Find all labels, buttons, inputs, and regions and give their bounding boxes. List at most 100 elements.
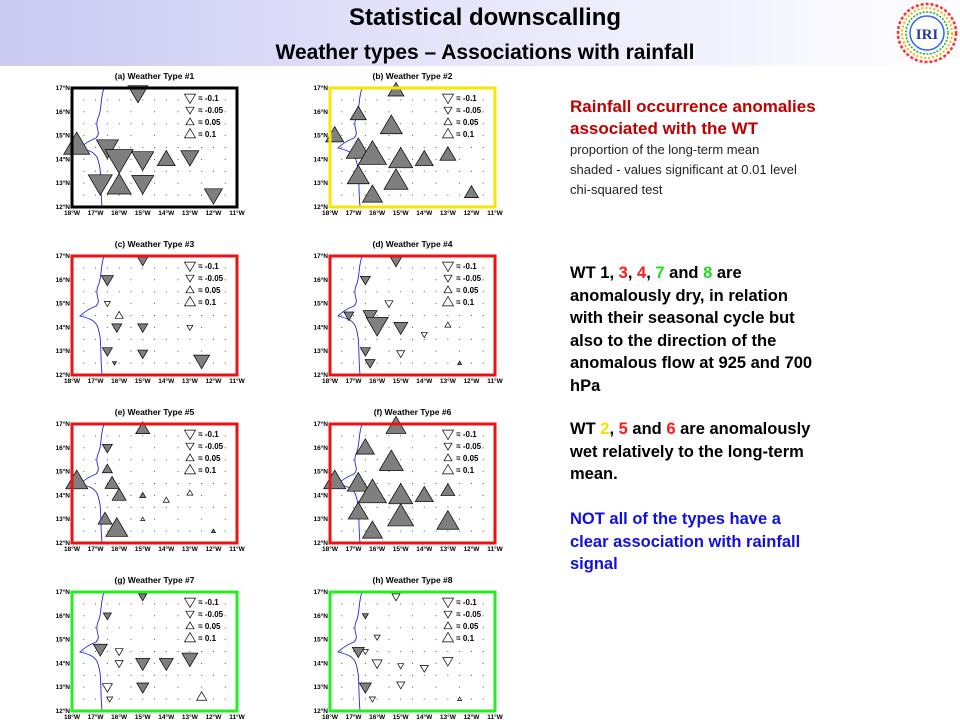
anomaly-triangle	[87, 174, 113, 196]
lon-tick-label: 17°W	[88, 377, 105, 385]
grid-dot	[341, 603, 343, 605]
grid-dot	[154, 99, 155, 101]
grid-dot	[224, 506, 226, 508]
grid-dot	[482, 435, 484, 437]
dry-line2: anomalously dry, in relation	[570, 286, 788, 305]
lon-tick-label: 12°W	[463, 209, 480, 217]
lon-tick-label: 15°W	[393, 377, 410, 385]
grid-dot	[447, 194, 449, 196]
grid-dot	[224, 170, 226, 172]
weather-type-panel: (c) Weather Type #3 = -0.1 = -0.05 = 0.05 = …	[55, 239, 245, 385]
grid-dot	[341, 338, 343, 340]
grid-dot	[154, 627, 155, 629]
anomaly-triangle	[362, 310, 378, 324]
grid-dot	[83, 111, 85, 113]
grid-dot	[189, 651, 191, 652]
grid-dot	[435, 147, 437, 148]
grid-dot	[435, 303, 437, 305]
legend-label: = 0.1	[198, 298, 217, 307]
panel-frame	[70, 422, 239, 545]
grid-dot	[201, 530, 203, 532]
anomaly-triangle	[203, 188, 224, 205]
grid-dot	[412, 639, 413, 641]
grid-dot	[118, 194, 120, 196]
grid-dot	[212, 170, 214, 172]
grid-dot	[482, 530, 484, 532]
grid-dot	[459, 686, 461, 688]
legend-symbol	[443, 453, 453, 462]
grid-dot	[470, 627, 472, 629]
grid-dot	[95, 99, 97, 101]
grid-dot	[130, 639, 132, 641]
panel-frame	[328, 422, 497, 545]
lat-tick-label: 15°N	[313, 300, 328, 308]
grid-dot	[353, 123, 355, 125]
grid-dot	[388, 471, 390, 473]
grid-dot	[412, 674, 413, 676]
anomaly-triangle	[414, 485, 434, 503]
grid-dot	[388, 447, 390, 449]
lat-tick-label: 15°N	[55, 132, 70, 140]
grid-dot	[177, 698, 179, 700]
grid-dot	[130, 315, 132, 316]
grid-dot	[364, 662, 366, 664]
grid-dot	[154, 471, 155, 473]
grid-dot	[142, 194, 144, 196]
grid-dot	[376, 651, 378, 652]
anomaly-triangle	[196, 691, 208, 701]
anomaly-triangle	[105, 517, 129, 537]
anomaly-triangle	[135, 421, 151, 435]
grid-dot	[154, 123, 155, 125]
grid-dot	[364, 506, 366, 508]
grid-dot	[201, 615, 203, 617]
grid-dot	[177, 435, 179, 437]
grid-dot	[118, 459, 120, 461]
note-line1: NOT all of the types have a	[570, 510, 781, 528]
grid-dot	[364, 170, 366, 172]
grid-dot	[459, 435, 461, 437]
legend-symbol	[185, 442, 195, 451]
grid-dot	[154, 267, 155, 269]
grid-dot	[388, 651, 390, 652]
grid-dot	[201, 627, 203, 629]
grid-dot	[482, 627, 484, 629]
legend-symbol	[183, 597, 197, 609]
grid-dot	[388, 315, 390, 316]
legend-label: = 0.1	[456, 634, 475, 643]
anomaly-title-line1: Rainfall occurrence anomalies	[570, 97, 816, 116]
panel-frame	[70, 86, 239, 209]
grid-dot	[388, 483, 390, 484]
legend-label: = -0.1	[198, 94, 219, 103]
anomaly-triangle	[158, 658, 174, 672]
legend-label: = 0.05	[198, 286, 221, 295]
lon-tick-label: 18°W	[322, 545, 339, 553]
grid-dot	[83, 99, 85, 101]
grid-dot	[95, 170, 97, 172]
legend-symbol	[183, 295, 197, 307]
lon-tick-label: 12°W	[205, 377, 222, 385]
anomaly-triangle	[373, 634, 381, 641]
grid-dot	[106, 483, 108, 484]
grid-dot	[470, 291, 472, 293]
grid-dot	[353, 459, 355, 461]
grid-dot	[142, 674, 144, 676]
grid-dot	[376, 170, 378, 172]
anomaly-triangle	[359, 275, 371, 286]
grid-dot	[224, 147, 226, 148]
grid-dot	[118, 267, 120, 269]
grid-dot	[482, 147, 484, 148]
grid-dot	[412, 651, 413, 652]
grid-dot	[177, 147, 179, 148]
dry-wt-8: 8	[703, 264, 713, 282]
grid-dot	[177, 362, 179, 364]
grid-dot	[95, 315, 97, 316]
grid-dot	[482, 698, 484, 700]
anomaly-triangle	[95, 139, 119, 160]
grid-dot	[83, 267, 85, 269]
grid-dot	[353, 170, 355, 172]
legend-symbol	[183, 429, 197, 441]
grid-dot	[201, 483, 203, 484]
grid-dot	[435, 459, 437, 461]
lon-tick-label: 16°W	[369, 377, 386, 385]
anomaly-triangle	[103, 301, 111, 308]
